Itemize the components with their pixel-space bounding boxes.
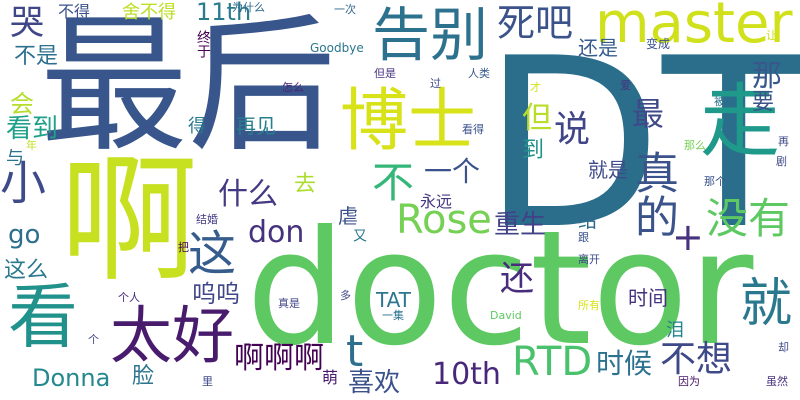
word-tat: TAT [376, 288, 412, 312]
word-t: t [346, 326, 364, 377]
word-go: go [8, 220, 41, 250]
word-geren: 个人 [118, 291, 140, 304]
word-zheme: 这么 [4, 258, 49, 283]
word-zaijian: 再见 [236, 114, 276, 138]
word-huan: 还 [500, 259, 534, 299]
word-bei: 被 [714, 95, 725, 108]
word-kan: 看 [8, 276, 78, 358]
word-yiji: 一集 [382, 309, 404, 322]
word-bu: 不 [372, 158, 415, 207]
word-a: 啊 [60, 140, 199, 301]
word-yinwei: 因为 [678, 375, 700, 388]
word-yongyuan: 永远 [420, 192, 453, 211]
word-wuwu: 呜呜 [192, 280, 240, 308]
word-goodbye: Goodbye [310, 41, 364, 55]
word-danshi: 但是 [374, 67, 396, 80]
word-jiu: 就 [740, 274, 793, 334]
word-meng: 萌 [322, 368, 339, 387]
word-kande: 看得 [462, 123, 484, 136]
word-shenme: 什么 [218, 177, 278, 212]
word-yao: 要 [752, 90, 775, 115]
word-qu: 去 [294, 172, 317, 197]
word-suoyou: 所有 [578, 299, 600, 312]
word-jiushi: 就是 [588, 158, 628, 182]
word-dao: 到 [522, 138, 545, 163]
word-don: don [248, 215, 305, 250]
word-sibaa: 死吧 [497, 1, 574, 45]
word-weishenme: 为什么 [232, 1, 265, 14]
word-ju: 剧 [776, 155, 787, 168]
word-shihou: 时候 [596, 347, 653, 380]
word-haishi: 还是 [578, 36, 618, 60]
word-duo: 多 [340, 289, 351, 302]
word-bude: 不得 [58, 2, 91, 21]
word-nue: 虐 [338, 204, 358, 228]
word-dan: 但 [522, 101, 552, 136]
word-xiao: 小 [0, 156, 46, 210]
word-zai: 再 [778, 135, 789, 148]
word-nage: 那个 [704, 175, 726, 188]
word-gen: 跟 [578, 231, 589, 244]
word-master: master [595, 0, 793, 56]
word-ku: 哭 [10, 3, 44, 43]
word-bushi: 不是 [14, 44, 59, 69]
word-meiyou: 没有 [706, 194, 791, 243]
word-zui: 最 [632, 95, 665, 133]
word-dt: DT [482, 9, 800, 281]
word-buxiang: 不想 [660, 339, 733, 380]
word-zhenshi: 真是 [278, 297, 300, 310]
word-nian: 年 [26, 139, 37, 152]
word-ai: 爱 [620, 79, 631, 92]
word-aaa: 啊啊啊 [234, 341, 324, 376]
word-name: 那么 [684, 139, 706, 152]
word-li: 里 [202, 375, 213, 388]
word-lei: 泪 [666, 320, 684, 341]
word-likai: 离开 [578, 253, 600, 266]
word-gaobie: 告别 [372, 1, 489, 69]
word-you: 又 [351, 228, 367, 242]
word-yu: 与 [6, 148, 24, 169]
word-rtd: RTD [512, 339, 593, 385]
word-rose: Rose [396, 197, 492, 243]
word-zuihou: 最后 [40, 0, 336, 172]
word-zhende: 真的 [627, 150, 678, 238]
word-shijian: 时间 [628, 286, 668, 310]
word-11th: 11th [196, 0, 252, 26]
word-guo: 过 [430, 77, 441, 90]
word-que: 却 [778, 341, 789, 354]
word-zhe: 这 [188, 226, 237, 282]
word-kandao: 看到 [6, 114, 59, 144]
word-renlei: 人类 [468, 67, 490, 80]
word-david: David [490, 309, 522, 322]
word-zenme: 怎么 [282, 81, 304, 94]
word-zhongyu: 终于 [195, 30, 211, 58]
word-na: 那 [752, 59, 782, 94]
word-10th: 10th [432, 357, 501, 392]
word-xihuan: 喜欢 [348, 368, 401, 398]
word-jiehun: 结婚 [196, 213, 218, 226]
word-rang: 让 [766, 29, 777, 42]
word-gei: 给 [578, 208, 598, 232]
word-suiran: 虽然 [766, 375, 788, 388]
word-taihao: 太好 [110, 299, 235, 372]
word-biancheng: 变成 [646, 37, 671, 51]
word-ba: 把 [178, 241, 189, 254]
word-ge: 个 [88, 333, 99, 346]
word-de: 得 [188, 116, 206, 137]
word-hui: 会 [10, 90, 34, 118]
word-yige: 一个 [424, 155, 481, 188]
word-doctor: doctor [246, 197, 754, 381]
word-zou: 走 [700, 75, 780, 168]
word-shuo: 说 [554, 109, 591, 150]
word-lian: 脸 [132, 364, 155, 389]
word-yici: 一次 [334, 3, 356, 16]
word-plus: + [672, 215, 704, 259]
word-chongsheng: 重生 [494, 210, 547, 240]
word-cai: 才 [530, 81, 541, 94]
word-donna: Donna [32, 364, 111, 392]
word-boshi: 博士 [340, 82, 477, 161]
word-shebude: 舍不得 [122, 2, 176, 23]
